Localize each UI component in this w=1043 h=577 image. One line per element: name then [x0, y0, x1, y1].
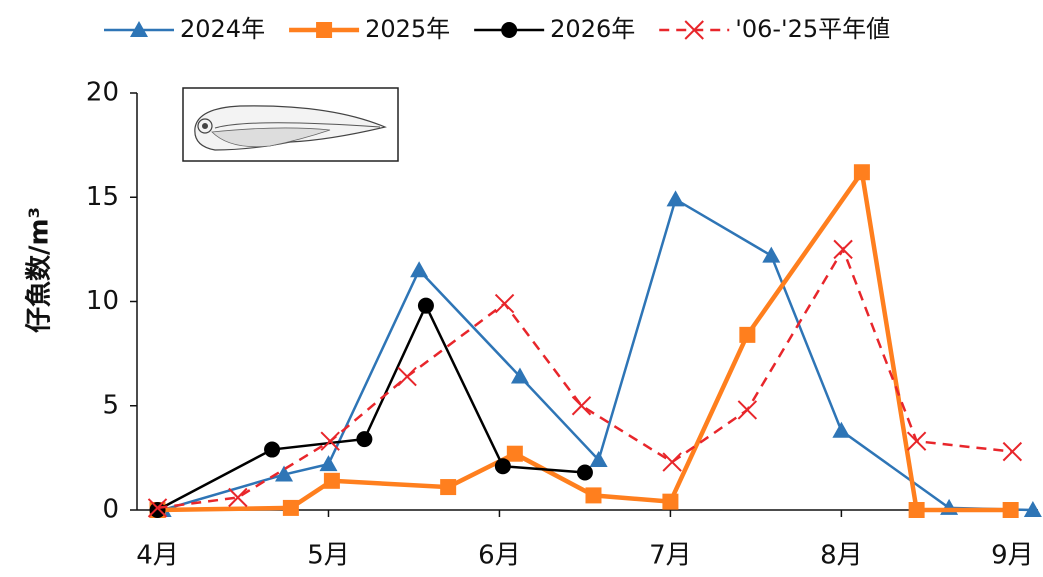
y-tick-label: 5 [102, 390, 119, 420]
marker [495, 458, 511, 474]
marker [854, 164, 870, 180]
marker [832, 422, 850, 438]
marker [577, 464, 593, 480]
legend-label: 2024年 [180, 15, 265, 43]
x-tick-label: 6月 [478, 541, 521, 571]
x-tick-label: 9月 [991, 541, 1034, 571]
marker [440, 479, 456, 495]
legend-label: 2026年 [550, 15, 635, 43]
marker [739, 327, 755, 343]
marker [762, 247, 780, 263]
marker [356, 431, 372, 447]
legend: 2024年 2025年 2026年 '06-'25平年値 [104, 15, 890, 43]
y-axis-label: 仔魚数/m³ [24, 207, 55, 333]
legend-label: '06-'25平年値 [735, 15, 890, 43]
marker [573, 397, 591, 415]
y-tick-label: 20 [86, 78, 119, 108]
marker [398, 368, 416, 386]
y-tick-label: 15 [86, 182, 119, 212]
marker [501, 22, 517, 38]
marker [908, 432, 926, 450]
y-tick-label: 0 [102, 495, 119, 525]
x-tick-label: 4月 [136, 541, 179, 571]
y-tick-label: 10 [86, 286, 119, 316]
marker [834, 240, 852, 258]
x-tick-label: 5月 [307, 541, 350, 571]
marker [264, 442, 280, 458]
marker [316, 22, 332, 38]
marker [1003, 443, 1021, 461]
marker [319, 455, 337, 471]
marker [150, 502, 166, 518]
marker [324, 473, 340, 489]
marker [418, 298, 434, 314]
marker [410, 261, 428, 277]
legend-label: 2025年 [365, 15, 450, 43]
marker [662, 494, 678, 510]
marker [507, 446, 523, 462]
marker [496, 295, 514, 313]
marker [663, 453, 681, 471]
marker [585, 487, 601, 503]
marker [1003, 502, 1019, 518]
marker [667, 190, 685, 206]
larva-illustration [183, 88, 398, 161]
chart: 0 5 10 15 20 4月 5月 6月 7月 8月 9月 仔魚数/m³ 2024年 2025年 2026… [0, 0, 1043, 577]
marker [909, 502, 925, 518]
x-tick-label: 8月 [820, 541, 863, 571]
x-tick-label: 7月 [649, 541, 692, 571]
marker [283, 500, 299, 516]
marker [738, 401, 756, 419]
